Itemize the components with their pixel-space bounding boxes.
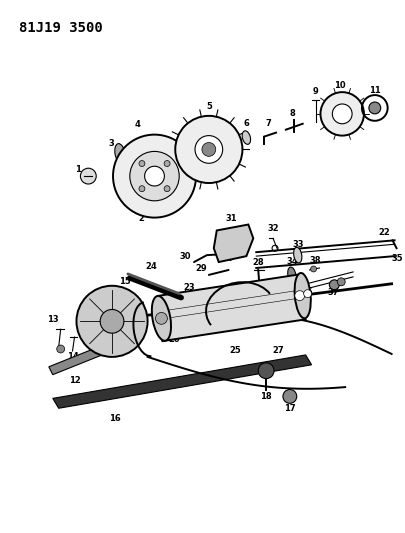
Text: 3: 3 (108, 139, 114, 148)
Ellipse shape (115, 143, 125, 163)
Text: 21: 21 (156, 303, 168, 312)
Text: 31: 31 (225, 214, 237, 223)
Text: 20: 20 (168, 335, 180, 344)
Text: 81J19 3500: 81J19 3500 (19, 21, 102, 35)
Ellipse shape (241, 131, 250, 144)
Text: 2: 2 (139, 214, 144, 223)
Text: 10: 10 (334, 80, 345, 90)
Text: 9: 9 (312, 87, 318, 95)
Circle shape (57, 345, 64, 353)
Circle shape (80, 168, 96, 184)
Circle shape (194, 135, 222, 163)
Polygon shape (53, 355, 311, 408)
Text: 35: 35 (391, 254, 402, 263)
Circle shape (294, 290, 304, 301)
Text: 29: 29 (195, 264, 207, 273)
Text: 24: 24 (145, 262, 157, 271)
Circle shape (139, 160, 145, 166)
Circle shape (201, 142, 215, 156)
Text: 5: 5 (205, 102, 211, 111)
Text: 7: 7 (264, 119, 270, 128)
Ellipse shape (293, 247, 301, 263)
Circle shape (337, 278, 344, 286)
Circle shape (332, 104, 351, 124)
Ellipse shape (151, 296, 171, 341)
Circle shape (113, 135, 196, 217)
Text: 1: 1 (75, 165, 81, 174)
Text: 6: 6 (243, 119, 249, 128)
Text: 14: 14 (66, 352, 78, 361)
Circle shape (100, 310, 124, 333)
Text: 4: 4 (134, 120, 140, 129)
Text: 15: 15 (119, 277, 130, 286)
Circle shape (282, 390, 296, 403)
Circle shape (155, 312, 167, 324)
Text: 37: 37 (327, 288, 338, 297)
Polygon shape (213, 224, 253, 262)
Ellipse shape (294, 273, 310, 318)
Circle shape (320, 92, 363, 135)
Text: 28: 28 (252, 257, 263, 266)
Text: 25: 25 (229, 346, 241, 356)
Text: 22: 22 (378, 228, 390, 237)
Circle shape (144, 166, 164, 186)
Circle shape (368, 102, 380, 114)
Circle shape (328, 280, 339, 290)
Text: 11: 11 (368, 86, 380, 95)
Text: 27: 27 (271, 346, 283, 356)
Text: 8: 8 (289, 109, 295, 118)
Circle shape (164, 160, 170, 166)
Ellipse shape (287, 267, 295, 282)
Circle shape (139, 185, 145, 192)
Text: 18: 18 (260, 392, 271, 401)
Polygon shape (159, 274, 305, 341)
Circle shape (258, 363, 273, 378)
Text: 12: 12 (68, 376, 80, 385)
Text: 33: 33 (291, 240, 303, 249)
Circle shape (303, 290, 311, 297)
Text: 34: 34 (285, 256, 297, 265)
Text: 36: 36 (301, 287, 313, 296)
Text: 30: 30 (179, 252, 191, 261)
Text: 16: 16 (109, 414, 121, 423)
Text: 19: 19 (193, 327, 204, 336)
Circle shape (164, 185, 170, 192)
Text: 13: 13 (47, 315, 58, 324)
Circle shape (76, 286, 147, 357)
Text: 38: 38 (309, 256, 320, 264)
Circle shape (130, 151, 179, 201)
Circle shape (310, 266, 316, 272)
Polygon shape (49, 339, 122, 375)
Text: 17: 17 (284, 404, 295, 413)
Text: 32: 32 (266, 224, 278, 233)
Circle shape (175, 116, 242, 183)
Text: 23: 23 (183, 283, 194, 292)
Text: 26: 26 (276, 313, 288, 322)
